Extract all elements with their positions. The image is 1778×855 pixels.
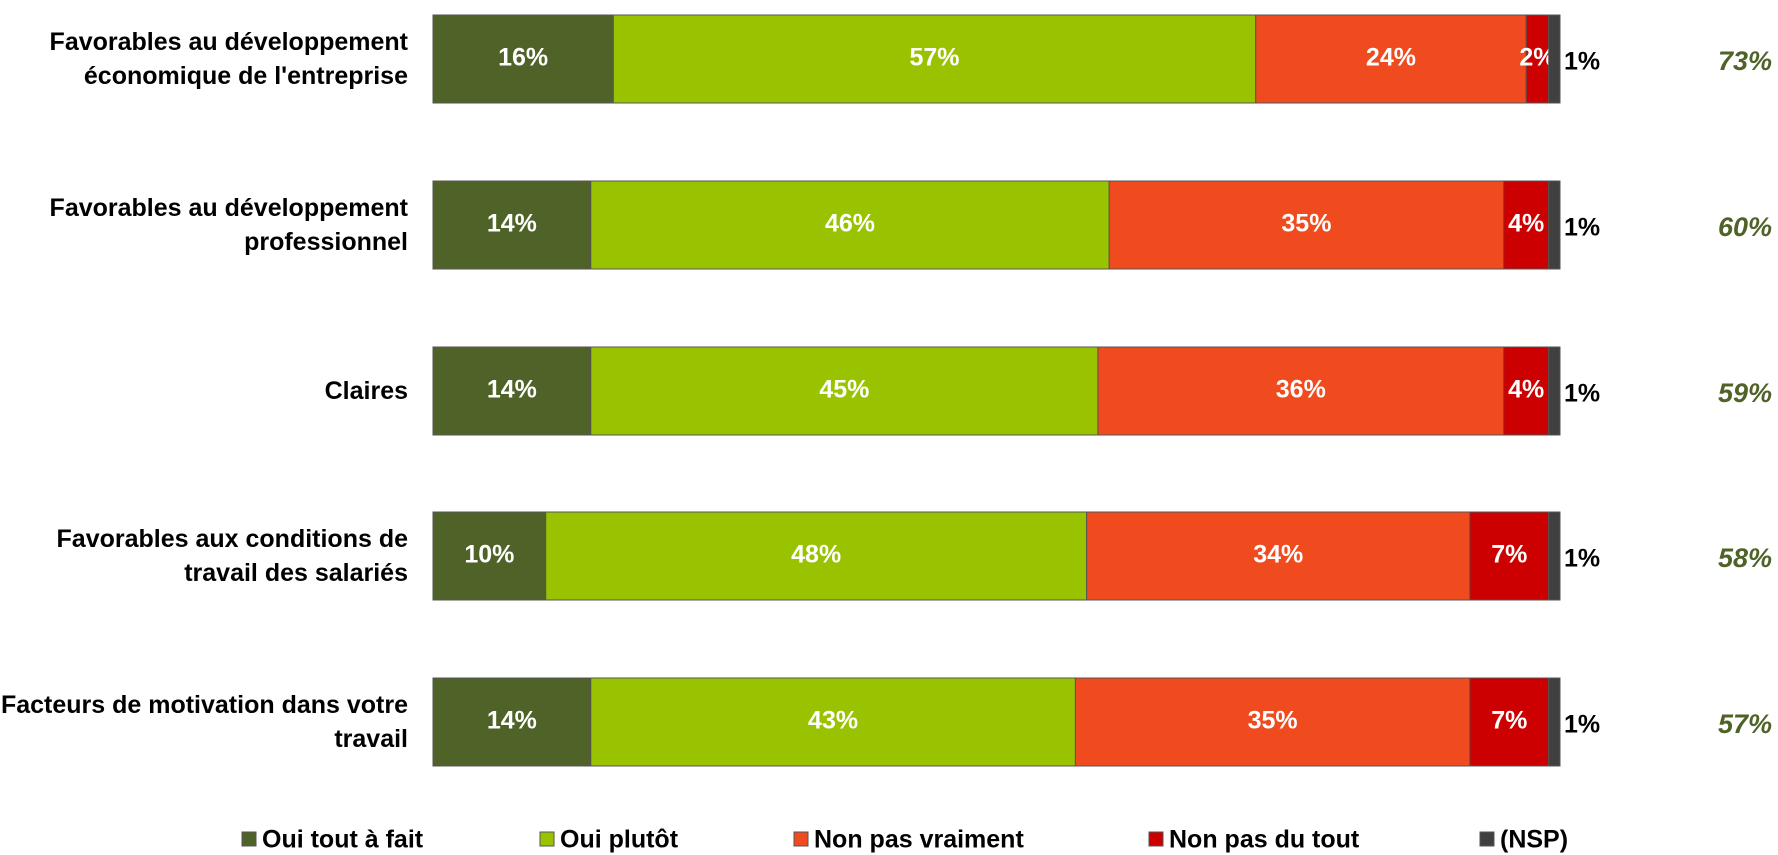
value-label: 10% <box>464 541 514 569</box>
value-label: 46% <box>825 210 875 238</box>
bar-segment <box>432 677 592 767</box>
total-label: 57% <box>1718 709 1772 739</box>
bar-segment <box>1503 180 1550 270</box>
bar-segment <box>432 180 592 270</box>
legend-label: Oui tout à fait <box>262 826 424 854</box>
value-label: 48% <box>791 541 841 569</box>
value-label: 14% <box>487 707 537 735</box>
category-label: Claires <box>0 336 408 446</box>
category-text: Favorables aux conditions de travail des… <box>56 525 408 587</box>
bar-segment <box>1086 511 1471 601</box>
value-label: 57% <box>909 44 959 72</box>
value-label: 1% <box>1564 545 1600 573</box>
legend-swatch <box>1148 831 1164 847</box>
total-label: 58% <box>1718 543 1772 573</box>
bar-segment <box>545 511 1088 601</box>
legend-label: Non pas vraiment <box>814 826 1024 854</box>
bar-segment <box>590 180 1110 270</box>
legend-swatch <box>539 831 555 847</box>
bar-segment <box>432 14 614 104</box>
total-label: 60% <box>1718 212 1772 242</box>
value-label: 1% <box>1564 214 1600 242</box>
value-label: 35% <box>1281 210 1331 238</box>
category-text: Claires <box>324 377 408 405</box>
bar-segment <box>1469 677 1550 767</box>
total-label: 59% <box>1718 378 1772 408</box>
category-label: Facteurs de motivation dans votre travai… <box>0 667 408 777</box>
value-label: 35% <box>1248 707 1298 735</box>
category-text: Favorables au développement économique d… <box>49 28 408 90</box>
bar-segment <box>1548 677 1561 767</box>
category-text: Favorables au développement professionne… <box>49 194 408 256</box>
value-label: 7% <box>1491 541 1527 569</box>
value-label: 43% <box>808 707 858 735</box>
category-label: Favorables aux conditions de travail des… <box>0 501 408 611</box>
bar-segment <box>1548 346 1561 436</box>
bar-segment <box>1548 14 1561 104</box>
bar-segment <box>1548 511 1561 601</box>
value-label: 1% <box>1564 711 1600 739</box>
value-label: 36% <box>1276 376 1326 404</box>
bar-segment <box>612 14 1257 104</box>
value-label: 34% <box>1253 541 1303 569</box>
value-label: 24% <box>1366 44 1416 72</box>
legend-label: (NSP) <box>1500 826 1568 854</box>
legend-swatch <box>793 831 809 847</box>
value-label: 4% <box>1508 210 1544 238</box>
value-label: 7% <box>1491 707 1527 735</box>
legend-swatch <box>241 831 257 847</box>
bar-segment <box>1108 180 1505 270</box>
bar-segment <box>1074 677 1471 767</box>
category-text: Facteurs de motivation dans votre travai… <box>0 691 408 753</box>
category-label: Favorables au développement professionne… <box>0 170 408 280</box>
bar-segment <box>432 346 592 436</box>
value-label: 45% <box>819 376 869 404</box>
value-label: 16% <box>498 44 548 72</box>
bar-segment <box>590 677 1076 767</box>
total-label: 73% <box>1718 46 1772 76</box>
legend-swatch <box>1479 831 1495 847</box>
value-label: 1% <box>1564 48 1600 76</box>
value-label: 1% <box>1564 380 1600 408</box>
legend-label: Non pas du tout <box>1169 826 1360 854</box>
bar-segment <box>1097 346 1505 436</box>
category-label: Favorables au développement économique d… <box>0 4 408 114</box>
bar-segment <box>1548 180 1561 270</box>
value-label: 4% <box>1508 376 1544 404</box>
value-label: 14% <box>487 376 537 404</box>
bar-segment <box>432 511 547 601</box>
bar-segment <box>1255 14 1527 104</box>
value-label: 14% <box>487 210 537 238</box>
bar-segment <box>1469 511 1550 601</box>
legend-label: Oui plutôt <box>560 826 679 854</box>
